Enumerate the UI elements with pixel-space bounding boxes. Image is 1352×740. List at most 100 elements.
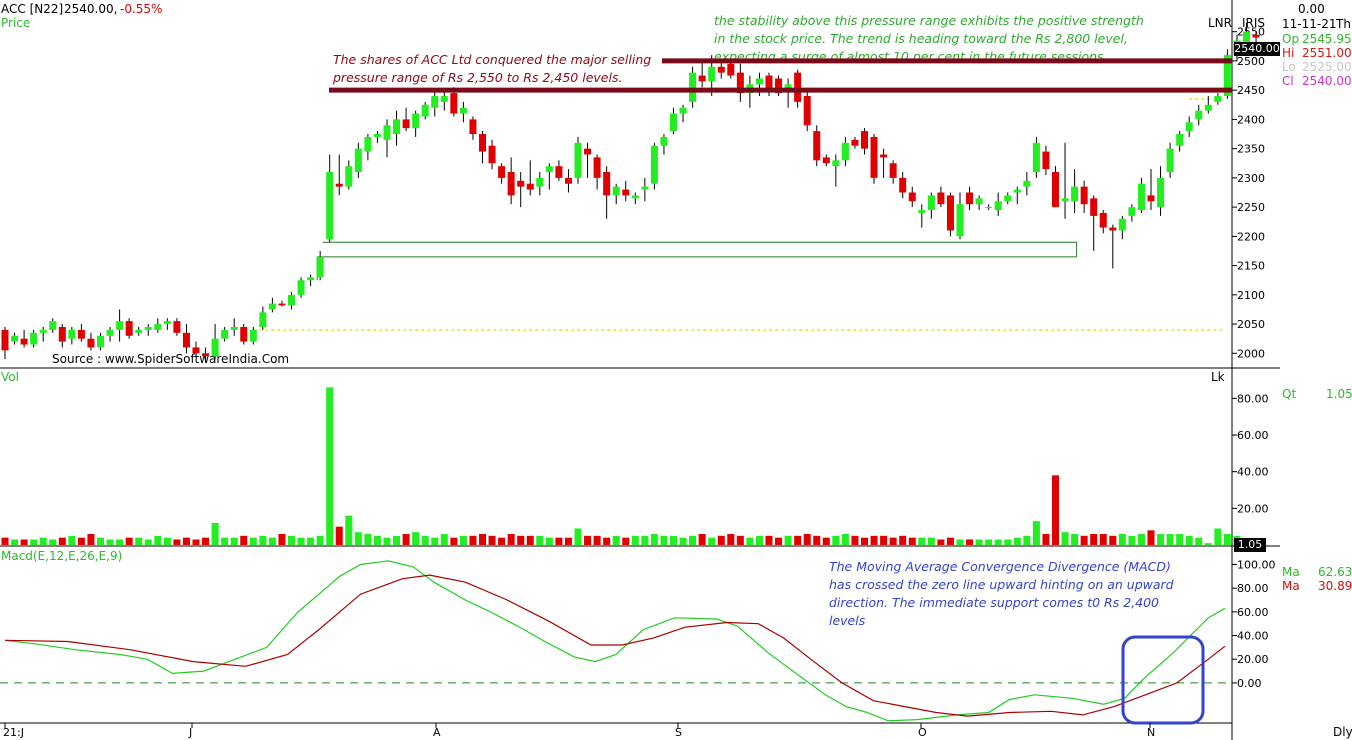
volume-bar [927, 537, 935, 545]
volume-bar [77, 537, 85, 545]
candle-down [1109, 227, 1117, 231]
volume-bar [555, 537, 563, 545]
ohlc-row: Hi 2551.00 [1282, 46, 1352, 60]
candle-up [383, 125, 391, 140]
candle-up [11, 335, 19, 342]
qt-label: Qt [1282, 387, 1297, 401]
ma2-value: 30.89 [1318, 579, 1352, 593]
volume-bar [908, 537, 916, 545]
volume-bar [116, 539, 124, 545]
candle-up [316, 256, 324, 278]
lk-label: Lk [1211, 370, 1225, 384]
volume-bar [975, 539, 983, 545]
candle-up [1004, 195, 1012, 202]
last-price-label: 2540.00, [64, 2, 118, 16]
price-badge: 2540.00 [1234, 42, 1280, 56]
ohlc-value: 2545.95 [1302, 32, 1352, 46]
candle-up [288, 294, 295, 306]
candle-up [345, 166, 353, 187]
volume-bar [937, 539, 945, 545]
candle-up [297, 280, 305, 295]
price-tick-label: 2100 [1237, 289, 1265, 302]
volume-bar [1013, 537, 1021, 545]
candle-up [326, 172, 334, 240]
price-label: Price [1, 16, 31, 30]
volume-bar [736, 535, 744, 545]
candle-down [507, 172, 515, 196]
candle-up [708, 66, 716, 82]
candle-down [450, 93, 458, 114]
candle-up [1118, 218, 1126, 231]
volume-bar [278, 534, 286, 545]
annotation-line: has crossed the zero line upward hinting… [829, 577, 1174, 592]
macd-tick-label: 0.00 [1237, 677, 1262, 690]
volume-bar [545, 537, 553, 545]
lnr-label: LNR [1208, 16, 1232, 30]
price-tick-label: 2550 [1237, 26, 1265, 39]
volume-bar [345, 515, 353, 545]
candle-up [1128, 207, 1136, 216]
volume-bar [1061, 532, 1069, 545]
volume-bar [154, 535, 162, 545]
volume-bar [68, 535, 76, 545]
candle-up [412, 113, 420, 129]
annotation-line: the stability above this pressure range … [714, 13, 1144, 28]
x-axis: 21:J J A S O N [3, 723, 1155, 739]
volume-badge: 1.05 [1234, 538, 1266, 552]
candle-up [975, 198, 983, 205]
candle-up [211, 338, 219, 357]
volume-bar [841, 534, 849, 545]
volume-bar [402, 534, 410, 545]
volume-bar [1157, 534, 1165, 545]
volume-bar [87, 534, 95, 545]
candle-up [230, 326, 238, 330]
volume-bar [1147, 530, 1155, 545]
ohlc-key: Op [1282, 32, 1300, 46]
candle-down [1252, 34, 1260, 38]
candle-up [354, 148, 362, 173]
ma2-label: Ma [1282, 579, 1300, 593]
volume-bar [316, 535, 324, 545]
ohlc-value: 2525.00 [1302, 60, 1352, 74]
price-tick-label: 2050 [1237, 318, 1265, 331]
volume-bar [1080, 535, 1088, 545]
volume-bar [622, 537, 630, 545]
volume-bar [880, 535, 888, 545]
volume-bar [39, 537, 47, 545]
volume-bar [488, 535, 496, 545]
candle-up [985, 207, 993, 209]
volume-bar [822, 537, 830, 545]
candle-up [1195, 110, 1203, 120]
volume-bar [746, 537, 754, 545]
candle-down [1052, 172, 1059, 208]
candle-up [660, 136, 668, 146]
candle-up [641, 186, 649, 190]
ohlc-value: 2540.00 [1302, 74, 1352, 88]
candle-down [593, 157, 601, 178]
candle-down [889, 163, 897, 178]
volume-bar [307, 537, 315, 545]
ma1-label: Ma [1282, 565, 1300, 579]
ma1-value: 62.63 [1318, 565, 1352, 579]
annotation-selling-pressure: The shares of ACC Ltd conquered the majo… [333, 51, 651, 87]
volume-bar [517, 535, 525, 545]
candle-up [440, 96, 448, 102]
volume-bar [393, 535, 401, 545]
candle-up [1023, 180, 1031, 187]
volume-bar [536, 535, 544, 545]
candle-up [536, 177, 544, 187]
candle-up [1137, 183, 1145, 211]
volume-bar [211, 523, 219, 545]
candle-down [899, 177, 907, 193]
volume-bar [49, 539, 57, 545]
candle-down [794, 72, 802, 102]
candle-up [1013, 189, 1021, 193]
signal-line [4, 574, 1226, 717]
candle-down [937, 192, 945, 205]
volume-bar [135, 537, 143, 545]
candle-down [861, 131, 868, 149]
ohlc-row: Op 2545.95 [1282, 32, 1352, 46]
volume-bar [268, 537, 276, 545]
volume-bar [698, 534, 706, 545]
candle-up [431, 96, 439, 108]
